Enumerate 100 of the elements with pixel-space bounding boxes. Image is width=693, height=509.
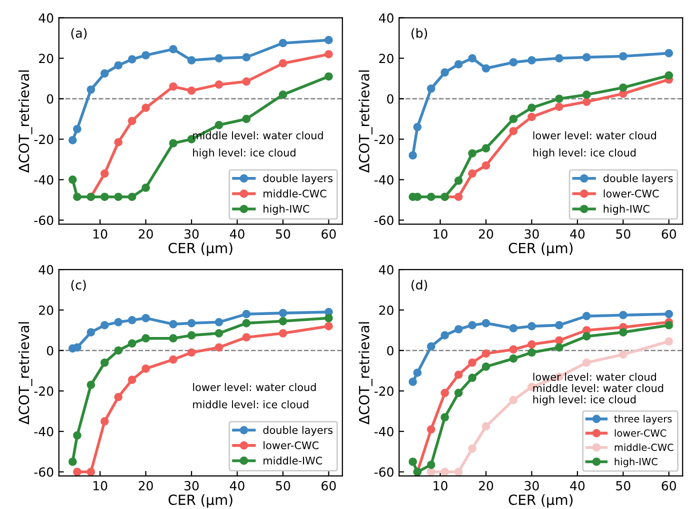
x-tick-label: 10 bbox=[434, 229, 448, 239]
y-tick-label: 40 bbox=[38, 13, 54, 23]
point bbox=[214, 343, 224, 352]
point bbox=[468, 358, 476, 367]
x-axis-title: CER (μm) bbox=[508, 494, 573, 508]
point bbox=[582, 332, 591, 340]
x-tick-label: 50 bbox=[616, 480, 630, 490]
point bbox=[426, 425, 436, 434]
x-tick-label: 40 bbox=[570, 229, 585, 239]
point bbox=[509, 354, 518, 363]
point bbox=[100, 321, 109, 330]
point bbox=[664, 310, 674, 318]
y-tick-label: 40 bbox=[378, 13, 394, 23]
point bbox=[128, 316, 136, 324]
point bbox=[169, 82, 178, 91]
point bbox=[454, 60, 463, 69]
point bbox=[482, 319, 490, 328]
point bbox=[114, 138, 123, 146]
point bbox=[413, 368, 422, 377]
point bbox=[169, 320, 178, 328]
y-tick-label: -20 bbox=[34, 134, 54, 144]
point bbox=[454, 468, 463, 476]
y-tick-label: 0 bbox=[46, 94, 54, 104]
point bbox=[582, 358, 591, 367]
point bbox=[426, 342, 436, 351]
legend-label: double layers bbox=[263, 426, 333, 436]
point bbox=[482, 161, 490, 170]
annotation: lower level: water cloud middle level: ice cloud bbox=[193, 383, 316, 408]
legend-label: double layers bbox=[603, 174, 673, 184]
x-tick-label: 30 bbox=[524, 229, 539, 239]
x-tick-label: 20 bbox=[138, 229, 153, 239]
x-tick-label: 10 bbox=[93, 229, 108, 239]
point bbox=[114, 392, 123, 402]
point bbox=[426, 192, 436, 202]
y-tick-label: -40 bbox=[34, 426, 54, 436]
legend-label: lower-CWC bbox=[614, 429, 666, 437]
point bbox=[214, 318, 224, 326]
point bbox=[440, 388, 449, 398]
point bbox=[114, 192, 123, 202]
legend-label: middle-IWC bbox=[264, 456, 322, 465]
y-tick-label: -60 bbox=[374, 467, 394, 477]
y-tick-label: 40 bbox=[38, 265, 54, 274]
point bbox=[440, 413, 449, 422]
point bbox=[664, 321, 674, 330]
point bbox=[73, 468, 82, 476]
point bbox=[509, 324, 518, 332]
point bbox=[509, 58, 518, 66]
point bbox=[214, 80, 224, 89]
point bbox=[482, 64, 490, 73]
x-tick-label: 10 bbox=[93, 480, 108, 490]
point bbox=[278, 308, 288, 318]
point bbox=[618, 83, 628, 92]
point bbox=[482, 144, 490, 152]
point bbox=[128, 339, 136, 348]
point bbox=[454, 370, 463, 379]
legend-label: high-IWC bbox=[264, 204, 310, 215]
point bbox=[242, 114, 251, 124]
point bbox=[278, 316, 288, 326]
point bbox=[68, 175, 77, 184]
annotation: (a) bbox=[71, 28, 87, 40]
point bbox=[114, 346, 123, 355]
x-tick-label: 50 bbox=[276, 480, 290, 490]
point bbox=[142, 184, 150, 192]
point bbox=[278, 59, 288, 68]
point bbox=[324, 314, 333, 322]
y-tick-label: -20 bbox=[34, 386, 54, 396]
annotation: lower level: water cloud middle level: water cloud high level: ice cloud bbox=[533, 372, 664, 406]
point bbox=[554, 321, 564, 330]
annotation: lower level: water cloud high level: ice cloud bbox=[533, 131, 656, 159]
y-tick-label: 0 bbox=[46, 346, 54, 356]
y-tick-label: 0 bbox=[387, 94, 394, 104]
x-tick-label: 40 bbox=[230, 229, 244, 239]
y-tick-label: 40 bbox=[378, 265, 394, 274]
point bbox=[214, 120, 224, 130]
point bbox=[582, 312, 591, 320]
point bbox=[128, 376, 136, 384]
point bbox=[618, 350, 628, 359]
point bbox=[68, 458, 77, 466]
legend-label: high-IWC bbox=[614, 458, 658, 468]
point bbox=[324, 322, 333, 330]
x-tick-label: 20 bbox=[478, 229, 494, 239]
point bbox=[100, 417, 109, 426]
point bbox=[100, 169, 109, 178]
point bbox=[142, 334, 150, 343]
point bbox=[86, 328, 96, 336]
x-tick-label: 60 bbox=[662, 480, 676, 490]
point bbox=[528, 104, 536, 112]
y-tick-label: 20 bbox=[379, 305, 394, 315]
point bbox=[618, 328, 628, 336]
y-tick-label: -40 bbox=[34, 175, 54, 185]
point bbox=[169, 139, 178, 148]
point bbox=[142, 104, 150, 112]
point bbox=[242, 310, 251, 318]
y-axis-title: ΔCOT_retrieval bbox=[18, 322, 32, 424]
annotation: (b) bbox=[412, 28, 428, 40]
x-tick-label: 50 bbox=[276, 229, 290, 239]
point bbox=[169, 45, 178, 54]
point bbox=[468, 444, 476, 453]
point bbox=[187, 331, 196, 340]
point bbox=[114, 61, 123, 70]
